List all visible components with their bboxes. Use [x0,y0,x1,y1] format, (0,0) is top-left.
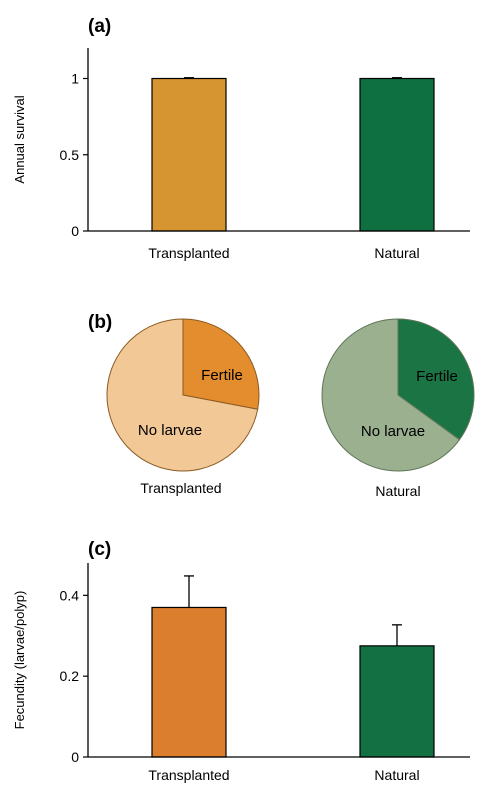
pie-slice-label-fertile: Fertile [201,367,243,384]
panel-a-bar-chart: (a) Annual survival Transplanted Natural 0 0.… [12,16,470,261]
bar-natural [359,645,435,758]
y-tick-label: 0.4 [60,587,80,603]
bar-transplanted [151,606,227,758]
panel-label: (a) [88,16,111,37]
pie-natural: Fertile No larvae Natural [321,318,475,499]
bar-transplanted [151,77,227,232]
pie-title: Transplanted [140,480,221,496]
pie-slice-label-no-larvae: No larvae [361,423,425,440]
category-label-transplanted: Transplanted [148,245,229,261]
pie-slice-fertile [397,318,475,441]
panel-c-bar-chart: (c) Fecundity (larvae/polyp) Transplanted N… [12,539,470,783]
pie-transplanted: Fertile No larvae Transplanted [106,318,260,496]
panel-label: (b) [88,312,112,333]
pie-slice-no-larvae [321,318,461,472]
pie-slice-label-fertile: Fertile [416,368,458,385]
y-tick-label: 0.5 [60,147,80,163]
y-tick-label: 0 [71,749,79,765]
pie-slice-label-no-larvae: No larvae [138,422,202,439]
category-label-transplanted: Transplanted [148,767,229,783]
category-label-natural: Natural [374,245,419,261]
pie-title: Natural [375,483,420,499]
bar-natural [359,77,435,232]
panel-b-pie-charts: (b) Fertile No larvae Transplanted Fertile No… [88,312,475,499]
y-axis-label: Fecundity (larvae/polyp) [12,591,27,730]
y-tick-label: 0 [71,223,79,239]
y-tick-label: 1 [71,71,79,87]
y-tick-label: 0.2 [60,668,80,684]
category-label-natural: Natural [374,767,419,783]
panel-label: (c) [88,539,111,560]
pie-slice-no-larvae [106,318,259,472]
pie-slice-fertile [182,318,260,410]
y-axis-label: Annual survival [12,95,27,183]
